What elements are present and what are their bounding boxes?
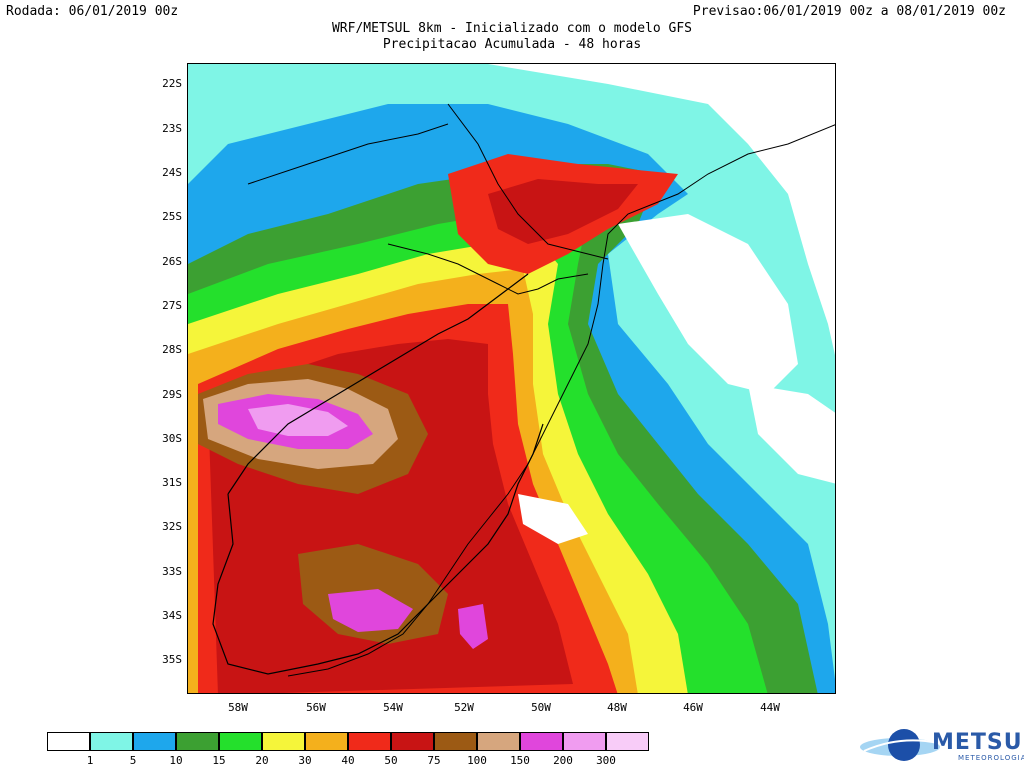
metsul-logo-icon <box>860 729 940 761</box>
precipitation-map <box>187 63 836 694</box>
legend-swatch <box>262 732 305 751</box>
legend-swatch <box>305 732 348 751</box>
logo-subtext: METEOROLOGIA <box>958 754 1024 762</box>
legend-value: 50 <box>384 754 398 767</box>
lat-label: 35S <box>162 653 182 666</box>
legend-swatch <box>520 732 563 751</box>
legend-swatch <box>606 732 649 751</box>
ocean-clear-area-2 <box>518 494 588 544</box>
lat-label: 26S <box>162 255 182 268</box>
ocean-clear-area <box>618 214 798 394</box>
map-title: WRF/METSUL 8km - Inicializado com o mode… <box>331 21 693 36</box>
legend-swatch <box>176 732 219 751</box>
legend-value: 5 <box>129 754 137 767</box>
legend-swatch <box>47 732 90 751</box>
legend-value: 30 <box>298 754 312 767</box>
lon-label: 48W <box>607 701 627 714</box>
legend-value: 40 <box>341 754 355 767</box>
lon-label: 50W <box>531 701 551 714</box>
legend-value: 75 <box>427 754 441 767</box>
legend-swatch <box>477 732 520 751</box>
legend-swatch <box>133 732 176 751</box>
lat-label: 31S <box>162 476 182 489</box>
legend-value: 15 <box>212 754 226 767</box>
precip-band-northeast-75 <box>488 179 638 244</box>
lat-label: 23S <box>162 122 182 135</box>
legend-value: 20 <box>255 754 269 767</box>
lat-label: 33S <box>162 565 182 578</box>
lon-label: 44W <box>760 701 780 714</box>
lon-label: 56W <box>306 701 326 714</box>
forecast-period-label: Previsao:06/01/2019 00z a 08/01/2019 00z <box>692 4 1006 19</box>
legend-swatch <box>434 732 477 751</box>
lat-label: 24S <box>162 166 182 179</box>
legend-value: 200 <box>553 754 573 767</box>
legend-swatch <box>348 732 391 751</box>
lat-label: 30S <box>162 432 182 445</box>
lat-label: 22S <box>162 77 182 90</box>
lat-label: 29S <box>162 388 182 401</box>
legend-value: 100 <box>467 754 487 767</box>
lon-label: 46W <box>683 701 703 714</box>
legend-value: 150 <box>510 754 530 767</box>
lon-label: 58W <box>228 701 248 714</box>
legend-swatch <box>563 732 606 751</box>
precipitation-field <box>188 64 835 693</box>
coastline <box>287 124 835 677</box>
precip-zone-200mm <box>248 404 348 436</box>
country-border <box>212 273 544 675</box>
legend-value: 300 <box>596 754 616 767</box>
lat-label: 25S <box>162 210 182 223</box>
lat-label: 34S <box>162 609 182 622</box>
lat-label: 27S <box>162 299 182 312</box>
legend-swatch <box>219 732 262 751</box>
run-date-label: Rodada: 06/01/2019 00z <box>6 4 179 19</box>
lon-label: 54W <box>383 701 403 714</box>
legend-value: 10 <box>169 754 183 767</box>
lat-label: 28S <box>162 343 182 356</box>
legend-swatch <box>391 732 434 751</box>
lat-label: 32S <box>162 520 182 533</box>
ocean-clear-area-3 <box>748 384 835 484</box>
lon-label: 52W <box>454 701 474 714</box>
legend-value: 1 <box>86 754 94 767</box>
logo-text: METSUL <box>932 730 1024 755</box>
map-subtitle: Precipitacao Acumulada - 48 horas <box>382 37 642 52</box>
precip-core-south-150 <box>328 589 413 632</box>
precip-core-coast <box>458 604 488 649</box>
state-border <box>247 103 609 295</box>
legend-swatch <box>90 732 133 751</box>
